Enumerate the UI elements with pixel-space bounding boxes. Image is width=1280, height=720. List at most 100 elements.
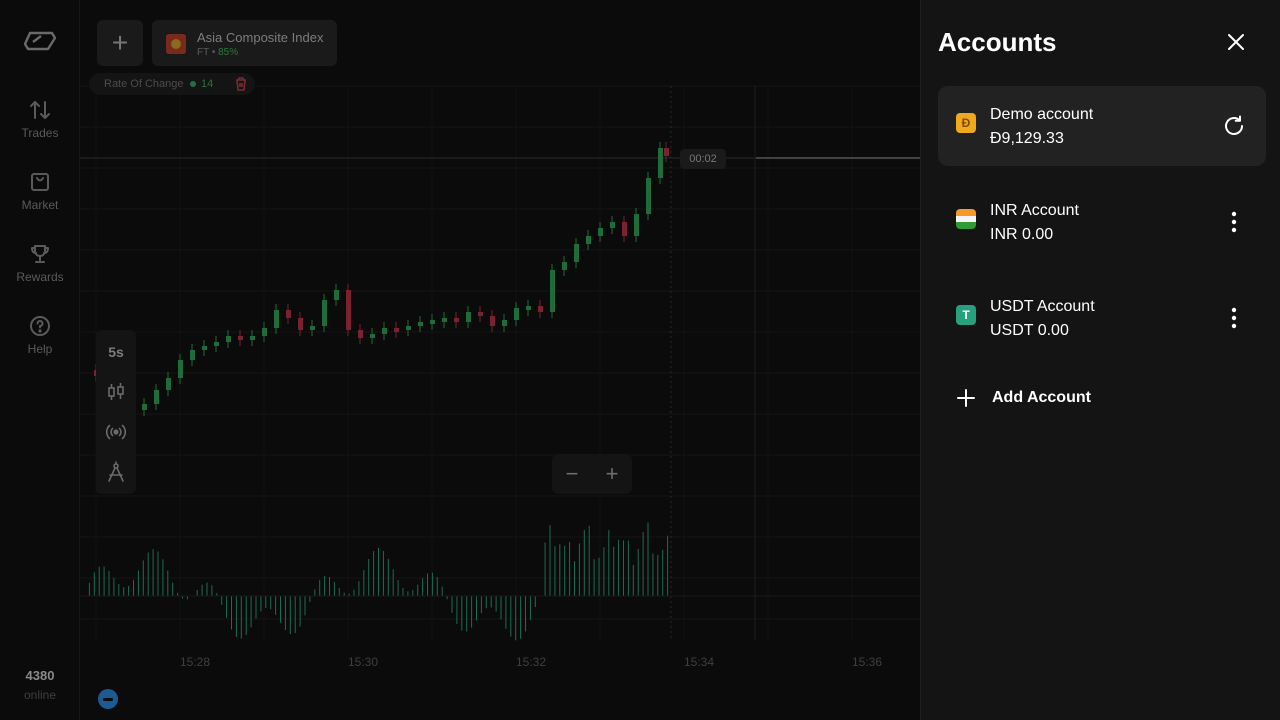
volume-bar	[260, 596, 262, 612]
volume-bar	[147, 552, 149, 596]
account-name: USDT Account	[990, 298, 1095, 315]
volume-bar	[387, 558, 389, 596]
volume-bar	[358, 581, 360, 596]
volume-bar	[485, 596, 487, 609]
volume-bar	[289, 596, 291, 635]
time-tick: 15:28	[180, 655, 211, 669]
volume-bar	[226, 596, 228, 618]
trash-icon[interactable]	[234, 76, 248, 92]
zoom-out-button[interactable]: −	[565, 461, 579, 486]
volume-bar	[637, 548, 639, 596]
volume-bar	[348, 593, 350, 596]
asset-subtitle: FT • 85%	[197, 47, 238, 58]
volume-bar	[314, 589, 316, 596]
candle-body	[454, 318, 459, 322]
account-balance: Đ9,129.33	[990, 130, 1064, 147]
asset-payout: 85%	[218, 47, 239, 58]
chart-area[interactable]: + Asia Composite Index FT • 85% Rate Of …	[80, 0, 920, 720]
sidebar-item-trades[interactable]: Trades	[0, 98, 80, 140]
online-count: 4380	[25, 668, 55, 683]
volume-bar	[632, 564, 634, 596]
timeframe-button[interactable]: 5s	[108, 344, 124, 360]
volume-bar	[544, 542, 546, 596]
volume-bar	[515, 596, 517, 641]
volume-bar	[623, 540, 624, 596]
volume-bar	[608, 530, 610, 596]
sidebar-item-rewards[interactable]: Rewards	[0, 242, 80, 284]
volume-bar	[667, 535, 669, 596]
volume-bar	[137, 570, 139, 596]
account-options-button[interactable]	[1222, 208, 1246, 236]
chart-toolbar: 5s	[96, 330, 136, 494]
volume-bar	[441, 586, 443, 596]
volume-bar	[613, 546, 615, 596]
demo-currency-icon: Đ	[956, 113, 976, 133]
volume-bar	[221, 596, 223, 605]
time-tick: 15:36	[852, 655, 883, 669]
volume-bar	[294, 596, 296, 634]
candle-body	[202, 346, 207, 350]
volume-bar	[647, 522, 649, 596]
chart-type-button[interactable]	[96, 372, 136, 412]
price-chart[interactable]	[80, 0, 920, 720]
chat-support-button[interactable]	[98, 689, 118, 709]
candle-body	[430, 320, 435, 324]
account-item-demo[interactable]: Đ Demo account Đ9,129.33	[938, 86, 1266, 166]
volume-bar	[319, 580, 321, 596]
volume-bar	[564, 545, 566, 596]
sidebar-item-market[interactable]: Market	[0, 170, 80, 212]
broadcast-icon	[105, 424, 127, 440]
indicator-value: 14	[201, 78, 214, 90]
close-icon[interactable]	[1224, 30, 1248, 54]
volume-bar	[402, 587, 404, 596]
volume-bar	[529, 596, 531, 620]
volume-bar	[167, 570, 169, 596]
volume-bar	[505, 596, 507, 629]
zoom-in-button[interactable]: +	[605, 461, 619, 486]
candle-body	[586, 236, 591, 244]
candle-body	[598, 228, 603, 236]
sidebar-item-help[interactable]: Help	[0, 314, 80, 356]
candle-body	[634, 214, 639, 236]
more-vertical-icon	[1231, 307, 1237, 329]
volume-bar	[461, 596, 463, 631]
candle-body	[382, 328, 387, 334]
volume-bar	[128, 585, 130, 596]
logo-icon[interactable]	[24, 30, 56, 52]
add-account-button[interactable]: Add Account	[956, 386, 1091, 410]
candle-body	[502, 320, 507, 326]
account-balance: USDT 0.00	[990, 322, 1069, 339]
volume-bar	[333, 581, 335, 596]
more-vertical-icon	[1231, 211, 1237, 233]
countdown-timer: 00:02	[680, 149, 726, 169]
add-asset-button[interactable]: +	[97, 20, 143, 66]
volume-bar	[569, 541, 571, 596]
indicator-chip[interactable]: Rate Of Change 14	[89, 73, 255, 95]
candle-body	[466, 312, 471, 322]
volume-bar	[309, 596, 311, 602]
refresh-balance-button[interactable]	[1222, 112, 1246, 140]
indicators-button[interactable]	[96, 412, 136, 452]
asset-type: FT	[197, 47, 210, 58]
volume-bar	[255, 596, 257, 619]
volume-bar	[182, 596, 183, 599]
online-label: online	[23, 688, 57, 702]
account-options-button[interactable]	[1222, 304, 1246, 332]
volume-bar	[216, 593, 218, 596]
account-item-inr[interactable]: INR Account INR 0.00	[938, 182, 1266, 262]
zoom-controls: − +	[552, 454, 632, 494]
volume-bar	[275, 596, 277, 615]
asset-selector[interactable]: Asia Composite Index FT • 85%	[152, 20, 337, 66]
volume-bar	[422, 578, 424, 596]
volume-bar	[206, 582, 208, 596]
account-item-usdt[interactable]: T USDT Account USDT 0.00	[938, 278, 1266, 358]
indicator-label: Rate Of Change	[104, 78, 184, 90]
volume-bar	[133, 579, 134, 596]
volume-bar	[353, 589, 355, 596]
plus-icon	[957, 389, 975, 407]
volume-bar	[456, 596, 458, 624]
drawing-tools-button[interactable]	[96, 452, 136, 492]
volume-bar	[382, 550, 384, 596]
candle-body	[538, 306, 543, 312]
